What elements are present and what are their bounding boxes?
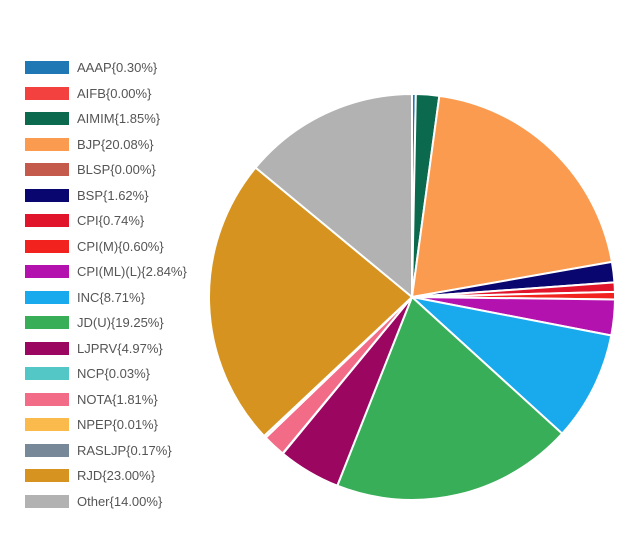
legend-label: NOTA{1.81%} [77,391,158,407]
legend-item[interactable]: NPEP{0.01%} [25,412,187,438]
legend-label: NCP{0.03%} [77,366,150,382]
legend-label: BSP{1.62%} [77,187,149,203]
legend-item[interactable]: AIFB{0.00%} [25,81,187,107]
pie-slice[interactable] [254,93,413,298]
legend-item[interactable]: RASLJP{0.17%} [25,438,187,464]
legend-swatch [25,265,69,279]
legend-label: INC{8.71%} [77,289,145,305]
legend-swatch [25,214,69,228]
legend-item[interactable]: AAAP{0.30%} [25,55,187,81]
legend-item[interactable]: RJD{23.00%} [25,463,187,489]
legend-item[interactable]: LJPRV{4.97%} [25,336,187,362]
legend-swatch [25,163,69,177]
legend-swatch [25,418,69,432]
legend-label: NPEP{0.01%} [77,417,158,433]
legend-swatch [25,137,69,151]
legend-label: JD(U){19.25%} [77,315,164,331]
legend-swatch [25,61,69,75]
legend-item[interactable]: Other{14.00%} [25,489,187,515]
pie-slice[interactable] [411,94,613,298]
legend-item[interactable]: BJP{20.08%} [25,132,187,158]
legend-label: CPI(ML)(L){2.84%} [77,264,187,280]
legend-label: RJD{23.00%} [77,468,156,484]
legend-swatch [25,316,69,330]
legend-item[interactable]: BLSP{0.00%} [25,157,187,183]
legend-label: RASLJP{0.17%} [77,442,172,458]
legend-label: LJPRV{4.97%} [77,340,163,356]
legend-label: AIMIM{1.85%} [77,111,161,127]
legend-label: CPI(M){0.60%} [77,238,164,254]
legend-item[interactable]: JD(U){19.25%} [25,310,187,336]
legend-item[interactable]: BSP{1.62%} [25,183,187,209]
legend-item[interactable]: NCP{0.03%} [25,361,187,387]
legend-item[interactable]: NOTA{1.81%} [25,387,187,413]
legend-item[interactable]: INC{8.71%} [25,285,187,311]
pie-slice[interactable] [207,166,413,438]
legend-item[interactable]: AIMIM{1.85%} [25,106,187,132]
legend-swatch [25,392,69,406]
pie-slice[interactable] [411,296,613,435]
legend-label: Other{14.00%} [77,493,163,509]
legend-swatch [25,86,69,100]
legend-swatch [25,367,69,381]
legend-swatch [25,290,69,304]
legend-swatch [25,469,69,483]
legend-item[interactable]: CPI{0.74%} [25,208,187,234]
legend-item[interactable]: CPI(M){0.60%} [25,234,187,260]
legend-swatch [25,341,69,355]
legend-swatch [25,239,69,253]
legend-label: BLSP{0.00%} [77,162,156,178]
legend-label: AAAP{0.30%} [77,60,158,76]
chart-legend: AAAP{0.30%} AIFB{0.00%} AIMIM{1.85%} BJP{20… [25,55,187,514]
legend-label: AIFB{0.00%} [77,85,152,101]
legend-swatch [25,112,69,126]
legend-swatch [25,494,69,508]
pie-slice[interactable] [336,296,564,501]
legend-label: CPI{0.74%} [77,213,145,229]
legend-item[interactable]: CPI(ML)(L){2.84%} [25,259,187,285]
legend-swatch [25,188,69,202]
legend-label: BJP{20.08%} [77,136,154,152]
legend-swatch [25,443,69,457]
